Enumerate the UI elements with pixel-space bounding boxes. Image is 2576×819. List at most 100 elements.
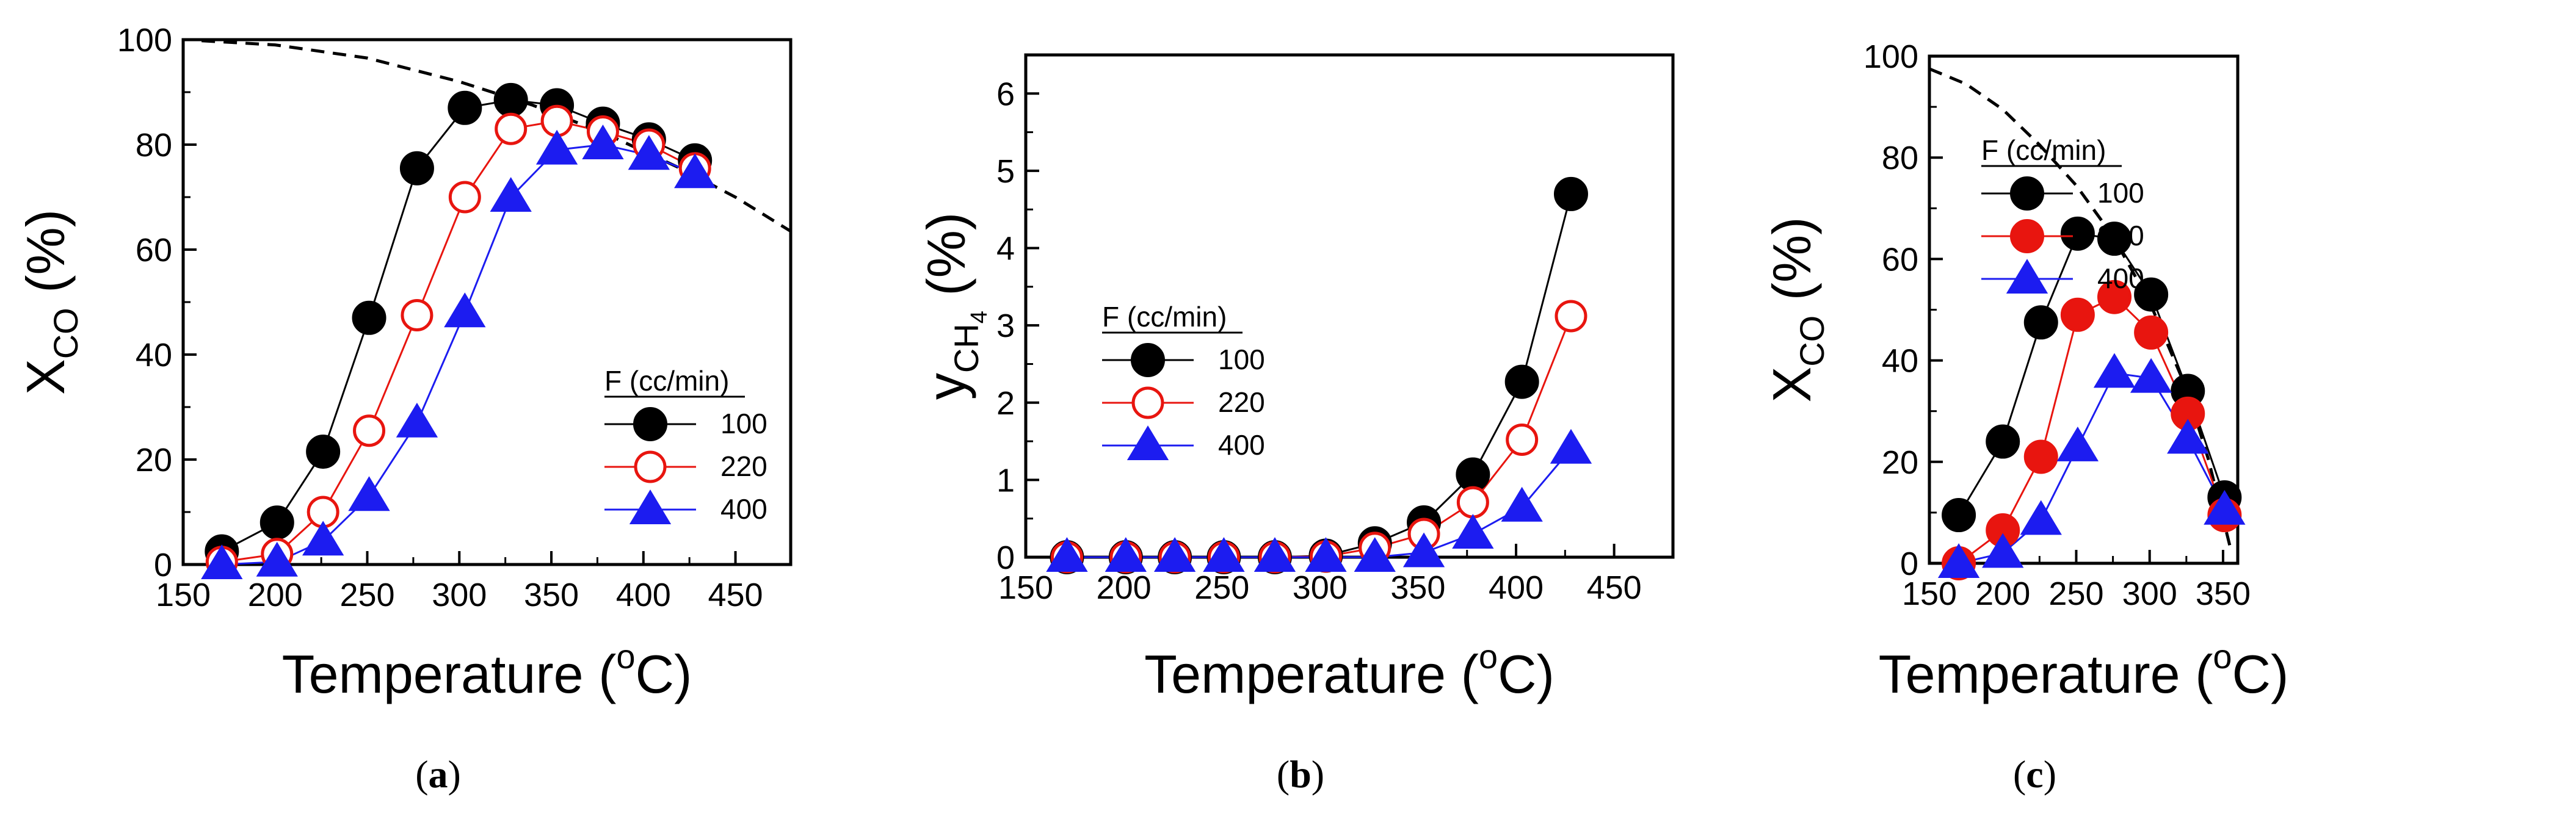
equilibrium-curve xyxy=(201,40,791,233)
x-tick-label: 250 xyxy=(2048,575,2103,612)
x-tick-label: 450 xyxy=(708,577,763,613)
data-point-400 xyxy=(490,177,532,212)
x-tick-label: 150 xyxy=(156,577,211,613)
data-point-220 xyxy=(401,299,434,331)
data-point-400 xyxy=(256,541,298,577)
data-point-100 xyxy=(1456,457,1490,492)
x-tick-label: 300 xyxy=(2122,575,2177,612)
data-point-100 xyxy=(2097,222,2132,256)
series-line-100 xyxy=(1957,233,2226,516)
legend-title: F (cc/min) xyxy=(1102,301,1227,333)
data-point-400 xyxy=(2056,426,2099,461)
x-axis-label: Temperature (oC) xyxy=(1879,637,2289,704)
y-axis-label: XCO (%) xyxy=(15,209,85,395)
x-tick-label: 350 xyxy=(1390,569,1445,606)
data-point-220 xyxy=(2134,315,2169,350)
data-point-400 xyxy=(1105,537,1147,572)
data-point-400 xyxy=(1046,537,1088,572)
data-point-100 xyxy=(2023,305,2058,340)
data-point-100 xyxy=(1553,176,1588,211)
y-tick-label: 0 xyxy=(1900,546,1918,582)
data-point-400 xyxy=(1402,532,1445,568)
plot-frame xyxy=(181,38,793,566)
data-point-400 xyxy=(1153,537,1196,572)
x-tick-label: 200 xyxy=(1097,569,1152,606)
data-point-400 xyxy=(2093,353,2136,388)
data-point-220 xyxy=(2060,297,2095,332)
legend-label-100: 100 xyxy=(1218,344,1265,375)
data-point-400 xyxy=(628,135,670,170)
data-point-220 xyxy=(495,112,528,145)
y-tick-label: 20 xyxy=(136,442,172,478)
panel-b: 150 200 250 300 350 400 450 0 1 2 3 4 5 6 F (cc/min) 10… xyxy=(916,53,1675,796)
panel-label: (b) xyxy=(1277,752,1324,796)
data-point-400 xyxy=(535,129,578,165)
data-point-400 xyxy=(444,292,486,328)
legend-marker-220 xyxy=(1131,386,1164,419)
legend-label-100: 100 xyxy=(2097,177,2144,209)
data-point-400 xyxy=(2167,419,2209,454)
equilibrium-curve xyxy=(1929,67,2232,549)
legend-marker-400 xyxy=(629,489,672,524)
x-tick-label: 350 xyxy=(524,577,579,613)
data-point-400 xyxy=(2130,358,2172,393)
y-tick-label: 1 xyxy=(996,462,1015,499)
data-point-400 xyxy=(1452,514,1494,549)
legend: F (cc/min) 100 220 400 xyxy=(1102,301,1265,461)
data-point-100 xyxy=(399,151,434,186)
data-point-220 xyxy=(1506,424,1539,456)
y-tick-label: 100 xyxy=(1863,38,1918,75)
data-point-100 xyxy=(352,300,386,335)
legend-label-400: 400 xyxy=(1218,429,1265,461)
data-point-400 xyxy=(1937,543,1980,578)
data-point-400 xyxy=(1305,537,1347,572)
data-point-400 xyxy=(1982,533,2024,568)
data-point-220 xyxy=(1555,300,1587,333)
legend-label-220: 220 xyxy=(720,450,767,482)
data-point-100 xyxy=(2134,277,2169,312)
legend-label-220: 220 xyxy=(1218,386,1265,418)
data-point-400 xyxy=(1203,537,1245,572)
x-axis-label: Temperature (oC) xyxy=(1144,637,1555,704)
x-tick-label: 350 xyxy=(2196,575,2251,612)
data-point-400 xyxy=(302,521,344,556)
data-point-220 xyxy=(2097,280,2132,314)
legend-marker-220 xyxy=(2010,219,2044,253)
legend-marker-100 xyxy=(633,407,667,441)
legend-marker-400 xyxy=(2006,259,2048,294)
data-point-400 xyxy=(1501,486,1543,522)
y-tick-label: 60 xyxy=(1882,241,1918,278)
data-point-100 xyxy=(1986,424,2020,459)
y-tick-label: 0 xyxy=(154,547,172,583)
x-tick-label: 250 xyxy=(339,577,394,613)
y-tick-label: 100 xyxy=(117,22,172,59)
legend-label-220: 220 xyxy=(2097,220,2144,251)
y-tick-label: 80 xyxy=(1882,140,1918,176)
legend-marker-220 xyxy=(634,450,667,483)
y-tick-label: 4 xyxy=(996,231,1015,267)
y-tick-label: 6 xyxy=(996,76,1015,112)
x-tick-label: 300 xyxy=(1293,569,1348,606)
panel-label: (a) xyxy=(415,752,461,796)
data-point-400 xyxy=(582,124,624,159)
data-point-220 xyxy=(1456,486,1489,519)
data-point-100 xyxy=(1504,364,1539,399)
x-tick-label: 200 xyxy=(248,577,303,613)
legend-label-400: 400 xyxy=(2097,262,2144,294)
legend: F (cc/min) 100 220 400 xyxy=(604,365,767,525)
legend-label-400: 400 xyxy=(720,493,767,525)
x-tick-label: 400 xyxy=(1489,569,1544,606)
data-point-400 xyxy=(1354,537,1396,572)
panel-c: 150 200 250 300 350 0 20 40 60 80 100 F (cc/min) 100… xyxy=(1761,38,2288,796)
data-point-220 xyxy=(448,181,481,214)
x-tick-label: 400 xyxy=(616,577,671,613)
legend-title: F (cc/min) xyxy=(604,365,729,397)
y-axis-label: XCO (%) xyxy=(1761,217,1831,402)
y-tick-label: 80 xyxy=(136,127,172,164)
data-point-400 xyxy=(1254,537,1296,572)
data-point-400 xyxy=(348,476,390,511)
y-tick-label: 2 xyxy=(996,385,1015,422)
data-point-400 xyxy=(674,153,716,189)
data-point-220 xyxy=(353,414,386,447)
data-point-100 xyxy=(2060,216,2095,251)
